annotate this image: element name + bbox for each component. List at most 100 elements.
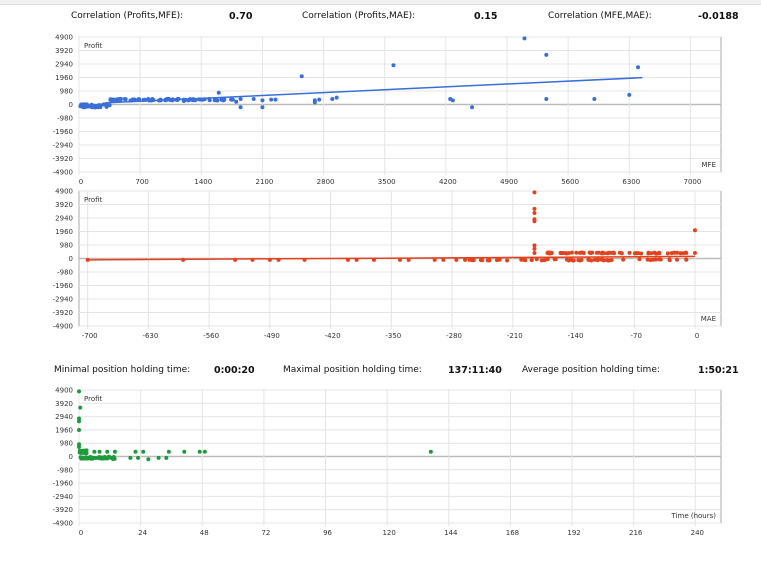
y-tick-label: -3920 <box>53 155 73 163</box>
min-hold-value: 0:00:20 <box>214 365 255 376</box>
avg-hold-label: Average position holding time: <box>522 365 660 375</box>
y-tick-label: 3920 <box>55 400 73 408</box>
y-tick-label: -980 <box>57 115 73 123</box>
data-point <box>260 105 265 110</box>
corr-profits-mae-label: Correlation (Profits,MAE): <box>302 11 416 21</box>
x-tick-label: 2100 <box>256 178 274 186</box>
data-point <box>115 97 120 102</box>
data-point <box>470 105 475 110</box>
data-point <box>77 428 81 433</box>
x-tick-label: 1400 <box>194 178 212 186</box>
y-tick-label: -4900 <box>53 520 73 528</box>
y-tick-label: 980 <box>60 88 73 96</box>
min-hold-label: Minimal position holding time: <box>54 365 191 375</box>
data-point <box>652 250 657 255</box>
data-point <box>110 456 115 461</box>
data-point <box>432 257 437 262</box>
data-point <box>77 445 81 449</box>
y-axis-label: Profit <box>84 196 103 204</box>
x-tick-label: 7000 <box>684 178 702 186</box>
data-point <box>103 102 108 107</box>
data-point <box>639 251 644 256</box>
y-tick-label: -1960 <box>53 282 73 290</box>
data-point <box>92 105 97 110</box>
data-point <box>82 451 87 456</box>
data-point <box>692 250 697 255</box>
data-point <box>238 96 243 101</box>
data-point <box>544 96 549 101</box>
y-tick-label: -1960 <box>53 480 73 488</box>
data-point <box>534 257 539 262</box>
data-point <box>674 257 679 262</box>
data-point <box>96 103 101 108</box>
x-tick-label: -350 <box>385 332 401 340</box>
y-axis-label: Profit <box>84 42 103 50</box>
data-point <box>398 257 402 262</box>
x-tick-label: -70 <box>631 332 642 340</box>
data-point <box>78 104 83 109</box>
data-point <box>89 104 94 109</box>
trend-line <box>105 76 643 104</box>
x-axis-label: MAE <box>701 315 716 323</box>
x-tick-label: 6300 <box>622 178 640 186</box>
y-tick-label: -2940 <box>53 493 73 501</box>
data-point <box>646 251 651 256</box>
data-point <box>128 455 133 460</box>
data-point <box>118 98 123 103</box>
data-point <box>579 257 584 262</box>
data-point <box>97 449 102 454</box>
data-point <box>78 448 83 453</box>
data-point <box>251 96 256 101</box>
data-point <box>494 258 499 263</box>
y-tick-label: 1960 <box>55 426 73 434</box>
data-point <box>463 257 468 262</box>
data-point <box>238 105 243 110</box>
data-point <box>428 449 433 454</box>
corr-profits-mae-value: 0.15 <box>474 11 498 22</box>
data-point <box>156 455 161 460</box>
data-point <box>606 258 611 263</box>
data-point <box>77 419 81 424</box>
corr-mfe-mae-label: Correlation (MFE,MAE): <box>548 11 652 21</box>
y-tick-label: -2940 <box>53 142 73 150</box>
data-point <box>133 449 138 454</box>
max-hold-value: 137:11:40 <box>448 365 502 376</box>
data-point <box>216 90 221 95</box>
y-axis-label: Profit <box>84 395 103 403</box>
x-tick-label: -420 <box>325 332 341 340</box>
x-tick-label: 2800 <box>317 178 335 186</box>
data-point <box>166 449 171 454</box>
max-hold-label: Maximal position holding time: <box>283 365 422 375</box>
data-point <box>234 99 239 104</box>
data-point <box>627 250 632 255</box>
y-tick-label: 1960 <box>55 74 73 82</box>
data-point <box>569 250 574 255</box>
data-point <box>454 257 459 262</box>
data-point <box>636 251 641 256</box>
data-point <box>105 449 110 454</box>
data-point <box>658 257 663 262</box>
data-point <box>549 250 554 255</box>
y-tick-label: -2940 <box>53 296 73 304</box>
data-point <box>164 455 169 460</box>
data-point <box>182 449 187 454</box>
y-tick-label: 2940 <box>55 215 73 223</box>
data-point <box>317 97 322 102</box>
data-point <box>684 257 689 262</box>
data-point <box>570 258 575 263</box>
data-point <box>692 228 697 233</box>
data-point <box>581 251 586 256</box>
data-point <box>141 449 146 454</box>
y-tick-label: -4900 <box>53 323 73 331</box>
data-point <box>564 251 569 256</box>
x-tick-label: 96 <box>323 529 332 537</box>
data-point <box>450 98 455 103</box>
top-bar <box>0 0 761 5</box>
x-tick-label: 700 <box>135 178 148 186</box>
x-tick-label: 0 <box>695 332 699 340</box>
y-tick-label: -3920 <box>53 309 73 317</box>
chart-3: 4900 3920 2940 1960 980 0 -980 -1960 -2940 -3920 -… <box>53 387 722 537</box>
data-point <box>78 405 83 410</box>
data-point <box>606 250 611 255</box>
y-tick-label: 980 <box>60 242 73 250</box>
